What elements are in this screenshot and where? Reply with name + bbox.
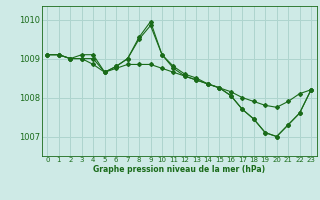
X-axis label: Graphe pression niveau de la mer (hPa): Graphe pression niveau de la mer (hPa) [93,165,265,174]
